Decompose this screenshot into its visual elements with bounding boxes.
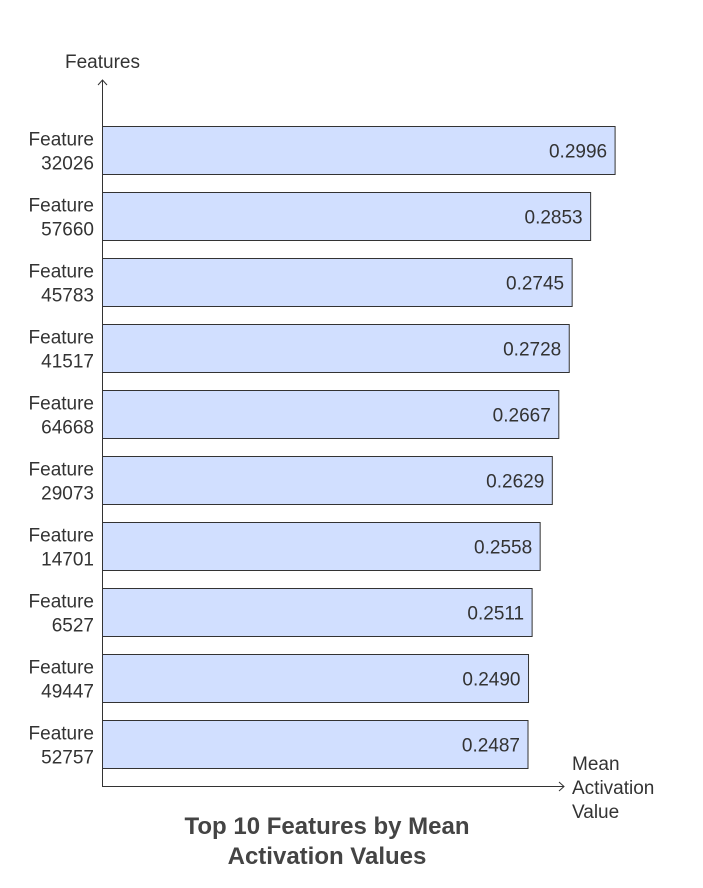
bar-value-label: 0.2487 — [462, 736, 520, 757]
y-tick-label-line: Feature — [29, 658, 94, 679]
y-tick-label-line: Feature — [29, 130, 94, 151]
bar-value-label: 0.2728 — [503, 340, 561, 361]
x-axis-title-line: Value — [572, 802, 619, 823]
bar — [102, 456, 553, 505]
bar — [102, 522, 541, 571]
y-tick-label-line: 41517 — [41, 352, 94, 373]
labels-layer: 0.2996 Feature 32026 0.2853 Feature 57660 0.27… — [29, 130, 608, 769]
axes-layer — [97, 79, 565, 792]
y-tick-label: Feature 64668 — [29, 394, 94, 439]
y-tick-label: Feature 52757 — [29, 724, 94, 769]
bar-value-label: 0.2996 — [549, 142, 607, 163]
y-tick-label-line: 14701 — [41, 550, 94, 571]
y-tick-label: Feature 49447 — [29, 658, 94, 703]
y-tick-label-line: Feature — [29, 592, 94, 613]
bar — [102, 192, 592, 241]
bar — [102, 258, 573, 307]
y-tick-label: Feature 32026 — [29, 130, 94, 175]
chart-title: Top 10 Features by Mean Activation Values — [185, 813, 470, 870]
bars-layer — [102, 126, 616, 769]
y-tick-label: Feature 57660 — [29, 196, 94, 241]
y-tick-label-line: Feature — [29, 262, 94, 283]
y-tick-label-line: 57660 — [41, 220, 94, 241]
x-axis-arrow — [558, 781, 565, 792]
y-tick-label: Feature 6527 — [29, 592, 94, 637]
y-tick-label-line: 32026 — [41, 154, 94, 175]
bar-value-label: 0.2558 — [474, 538, 532, 559]
y-tick-label: Feature 29073 — [29, 460, 94, 505]
y-tick-label-line: Feature — [29, 460, 94, 481]
bar-value-label: 0.2490 — [462, 670, 520, 691]
bar-value-label: 0.2853 — [525, 208, 583, 229]
y-tick-label-line: Feature — [29, 328, 94, 349]
x-axis-title: Mean Activation Value — [572, 754, 654, 823]
bar-value-label: 0.2629 — [486, 472, 544, 493]
y-tick-label: Feature 45783 — [29, 262, 94, 307]
bar-value-label: 0.2745 — [506, 274, 564, 295]
bar — [102, 126, 616, 175]
y-tick-label-line: 52757 — [41, 748, 94, 769]
y-tick-label: Feature 14701 — [29, 526, 94, 571]
y-axis-title: Features — [65, 52, 140, 73]
y-tick-label-line: 45783 — [41, 286, 94, 307]
y-tick-label-line: 49447 — [41, 682, 94, 703]
y-tick-label-line: Feature — [29, 196, 94, 217]
x-axis-title-line: Activation — [572, 778, 654, 799]
y-axis-arrow — [97, 79, 108, 86]
bar-value-label: 0.2511 — [467, 604, 524, 625]
chart-title-line: Top 10 Features by Mean — [185, 813, 470, 840]
y-tick-label-line: Feature — [29, 724, 94, 745]
y-tick-label-line: 6527 — [52, 616, 94, 637]
y-tick-label-line: Feature — [29, 394, 94, 415]
bar — [102, 324, 570, 373]
bar-value-label: 0.2667 — [493, 406, 551, 427]
chart-title-line: Activation Values — [228, 843, 427, 870]
y-tick-label-line: Feature — [29, 526, 94, 547]
x-axis-title-line: Mean — [572, 754, 620, 775]
bar — [102, 390, 560, 439]
y-tick-label: Feature 41517 — [29, 328, 94, 373]
y-tick-label-line: 29073 — [41, 484, 94, 505]
bar — [102, 720, 529, 769]
y-tick-label-line: 64668 — [41, 418, 94, 439]
